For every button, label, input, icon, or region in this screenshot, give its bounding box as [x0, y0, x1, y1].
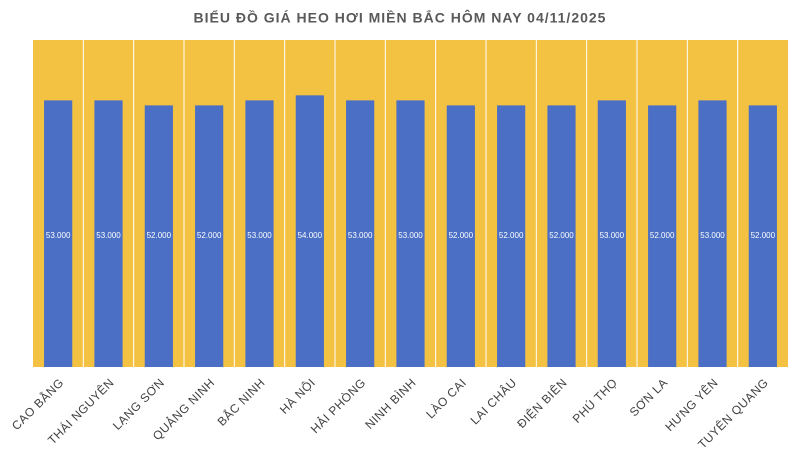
bar [597, 100, 626, 367]
value-label: 53.000 [247, 231, 272, 240]
value-label: 53.000 [700, 231, 725, 240]
value-label: 53.000 [348, 231, 373, 240]
value-label: 52.000 [549, 231, 574, 240]
bar [94, 100, 123, 367]
value-label: 54.000 [298, 231, 323, 240]
bar [295, 95, 324, 367]
value-label: 53.000 [600, 231, 625, 240]
bar [396, 100, 425, 367]
bar [44, 100, 73, 367]
x-tick-label: LÀO CAI [423, 375, 470, 422]
value-label: 53.000 [398, 231, 423, 240]
x-tick-label: HÀ NỘI [276, 375, 318, 417]
bar [748, 105, 777, 368]
x-tick-label: ĐIỆN BIÊN [514, 375, 570, 431]
value-label: 52.000 [147, 231, 172, 240]
bar [497, 105, 526, 368]
value-label: 52.000 [751, 231, 776, 240]
x-tick-label: LAI CHÂU [467, 375, 520, 428]
chart-title: BIỂU ĐỒ GIÁ HEO HƠI MIỀN BẮC HÔM NAY 04/… [194, 9, 607, 26]
bar [346, 100, 375, 367]
value-label: 52.000 [499, 231, 524, 240]
x-tick-label: SƠN LA [627, 375, 671, 419]
x-tick-label: NINH BÌNH [362, 375, 419, 432]
value-label: 52.000 [197, 231, 222, 240]
value-label: 53.000 [46, 231, 71, 240]
bar [195, 105, 224, 368]
value-label: 53.000 [96, 231, 121, 240]
bar [144, 105, 173, 368]
x-tick-label: BẮC NINH [214, 375, 268, 429]
value-label: 52.000 [449, 231, 474, 240]
bar [446, 105, 475, 368]
bar [547, 105, 576, 368]
value-label: 52.000 [650, 231, 675, 240]
bar [648, 105, 677, 368]
x-tick-label: PHÚ THỌ [569, 375, 620, 426]
bar [698, 100, 727, 367]
bar [245, 100, 274, 367]
